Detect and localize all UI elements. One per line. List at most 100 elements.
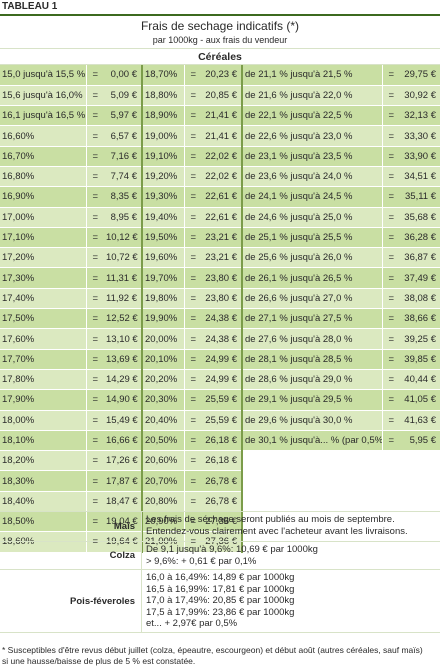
row-pois-feveroles: Pois-féveroles 16,0 à 16,49%: 14,89 € pa… (0, 569, 440, 633)
equals-sign: = (86, 369, 104, 391)
table-row: 17,70% = 13,69 €20,10% = 24,99 € de 28,1 % ju… (0, 349, 440, 370)
equals-sign: = (86, 511, 104, 533)
equals-sign: = (184, 450, 202, 472)
moisture-range: 20,60% (142, 450, 185, 472)
cost-value: 11,31 € (104, 267, 143, 289)
equals-sign: = (382, 267, 400, 289)
cost-value: 32,13 € (400, 105, 440, 127)
crop-label: Colza (0, 542, 142, 569)
moisture-range (242, 450, 383, 472)
cost-value: 14,90 € (104, 389, 143, 411)
cost-value: 38,08 € (400, 288, 440, 310)
equals-sign (382, 470, 400, 492)
moisture-range: de 28,6 % jusqu'à 29,0 % (242, 369, 383, 391)
cost-value: 40,44 € (400, 369, 440, 391)
moisture-range: 18,00% (0, 410, 87, 431)
equals-sign: = (86, 267, 104, 289)
cost-value: 20,85 € (202, 85, 243, 107)
equals-sign: = (184, 349, 202, 370)
table-row: 16,70% = 7,16 €19,10% = 22,02 € de 23,1 % jus… (0, 146, 440, 167)
equals-sign: = (86, 166, 104, 188)
equals-sign: = (86, 227, 104, 249)
equals-sign: = (184, 166, 202, 188)
table-row: 17,30% = 11,31 €19,70% = 23,80 € de 26,1 % ju… (0, 267, 440, 289)
equals-sign: = (184, 430, 202, 452)
crop-text: De 9,1 jusqu'à 9,6%: 10,69 € par 1000kg … (142, 542, 440, 569)
moisture-range (242, 491, 383, 513)
table-title: Frais de sechage indicatifs (*) (140, 19, 300, 33)
moisture-range: 19,40% (142, 207, 185, 228)
table-row: 17,90% = 14,90 €20,30% = 25,59 € de 29,1 % ju… (0, 389, 440, 411)
cost-value: 7,16 € (104, 146, 143, 167)
moisture-range: 18,80% (142, 85, 185, 107)
moisture-range: 19,60% (142, 247, 185, 269)
moisture-range: 15,6 jusqu'à 16,0% (0, 85, 87, 107)
moisture-range: de 24,6 % jusqu'à 25,0 % (242, 207, 383, 228)
table-row: 18,40% = 18,47 €20,80% = 26,78 € (0, 491, 440, 513)
moisture-range: de 22,1 % jusqu'à 22,5 % (242, 105, 383, 127)
moisture-range: de 24,1 % jusqu'à 24,5 % (242, 186, 383, 208)
table-row: 15,6 jusqu'à 16,0% = 5,09 €18,80% = 20,85 € d… (0, 85, 440, 107)
text-line: De 9,1 jusqu'à 9,6%: 10,69 € par 1000kg (146, 544, 318, 555)
moisture-range: 19,00% (142, 125, 185, 147)
moisture-range: de 27,1 % jusqu'à 27,5 % (242, 308, 383, 330)
cost-value (400, 450, 440, 472)
moisture-range: 19,20% (142, 166, 185, 188)
moisture-range: de 28,1 % jusqu'à 28,5 % (242, 349, 383, 370)
cost-value: 13,69 € (104, 349, 143, 370)
table-row: 17,60% = 13,10 €20,00% = 24,38 € de 27,6 % ju… (0, 328, 440, 350)
moisture-range: de 23,6 % jusqu'à 24,0 % (242, 166, 383, 188)
cost-value: 21,41 € (202, 105, 243, 127)
equals-sign: = (184, 105, 202, 127)
equals-sign: = (184, 207, 202, 228)
cost-value: 22,61 € (202, 207, 243, 228)
moisture-range: 16,70% (0, 146, 87, 167)
cost-value: 35,68 € (400, 207, 440, 228)
cost-value: 35,11 € (400, 186, 440, 208)
cost-value: 34,51 € (400, 166, 440, 188)
cost-value: 23,21 € (202, 247, 243, 269)
equals-sign: = (86, 125, 104, 147)
moisture-range: de 21,1 % jusqu'à 21,5 % (242, 65, 383, 86)
moisture-range: 19,10% (142, 146, 185, 167)
cost-value: 20,23 € (202, 65, 243, 86)
equals-sign: = (86, 470, 104, 492)
cost-value: 16,66 € (104, 430, 143, 452)
cost-value: 23,21 € (202, 227, 243, 249)
equals-sign: = (184, 65, 202, 86)
cost-value: 19,04 € (104, 511, 143, 533)
equals-sign: = (382, 389, 400, 411)
text-line: 17,0 à 17,49%: 20,85 € par 1000kg (146, 595, 295, 606)
moisture-range: 15,0 jusqu'à 15,5 % (0, 65, 87, 86)
equals-sign: = (382, 85, 400, 107)
equals-sign: = (382, 369, 400, 391)
cost-value: 23,80 € (202, 267, 243, 289)
cost-value: 33,30 € (400, 125, 440, 147)
equals-sign: = (382, 308, 400, 330)
equals-sign (382, 511, 400, 533)
equals-sign: = (382, 247, 400, 269)
cost-value: 24,99 € (202, 349, 243, 370)
equals-sign: = (184, 491, 202, 513)
moisture-range: de 23,1 % jusqu'à 23,5 % (242, 146, 383, 167)
moisture-range: 17,10% (0, 227, 87, 249)
moisture-range: de 29,6 % jusqu'à 30,0 % (242, 410, 383, 431)
cost-value: 5,97 € (104, 105, 143, 127)
moisture-range: 20,90% (142, 511, 185, 533)
cost-value: 6,57 € (104, 125, 143, 147)
equals-sign: = (382, 166, 400, 188)
moisture-range: 16,90% (0, 186, 87, 208)
moisture-range: 17,70% (0, 349, 87, 370)
moisture-range: 19,70% (142, 267, 185, 289)
table-row: 17,00% = 8,95 €19,40% = 22,61 € de 24,6 % jus… (0, 207, 440, 228)
cost-value: 41,63 € (400, 410, 440, 431)
moisture-range: 20,50% (142, 430, 185, 452)
moisture-range: 20,70% (142, 470, 185, 492)
moisture-range: 16,60% (0, 125, 87, 147)
table-row: 18,10% = 16,66 €20,50% = 26,18 € de 30,1 % ju… (0, 430, 440, 452)
moisture-range: 16,80% (0, 166, 87, 188)
cost-value: 10,72 € (104, 247, 143, 269)
equals-sign: = (382, 186, 400, 208)
footnote-line: * Susceptibles d'être revus début juille… (2, 645, 423, 655)
equals-sign: = (86, 430, 104, 452)
